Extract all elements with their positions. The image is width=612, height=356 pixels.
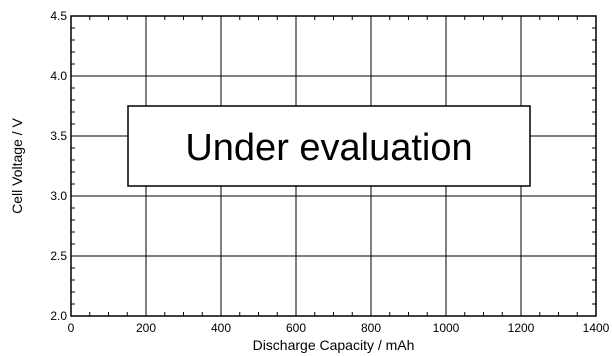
x-tick-label: 200	[136, 321, 156, 335]
x-tick-label: 1200	[508, 321, 535, 335]
y-tick-labels: 2.0 2.5 3.0 3.5 4.0 4.5	[50, 9, 67, 323]
y-tick-label: 4.5	[50, 9, 67, 23]
y-tick-label: 3.5	[50, 129, 67, 143]
plot-area-frame	[70, 15, 597, 317]
x-tick-label: 1000	[433, 321, 460, 335]
x-tick-label: 600	[286, 321, 306, 335]
annotation-box	[127, 105, 531, 187]
x-tick-label: 800	[361, 321, 381, 335]
y-tick-label: 3.0	[50, 189, 67, 203]
y-axis-title: Cell Voltage / V	[9, 117, 25, 213]
x-tick-label: 0	[68, 321, 75, 335]
y-tick-label: 4.0	[50, 69, 67, 83]
annotation-text: Under evaluation	[185, 127, 472, 169]
x-tick-labels: 0 200 400 600 800 1000 1200 1400	[68, 321, 610, 335]
y-tick-label: 2.5	[50, 249, 67, 263]
x-axis-title: Discharge Capacity / mAh	[253, 337, 415, 353]
x-tick-label: 400	[211, 321, 231, 335]
y-tick-label: 2.0	[50, 309, 67, 323]
x-tick-label: 1400	[583, 321, 610, 335]
